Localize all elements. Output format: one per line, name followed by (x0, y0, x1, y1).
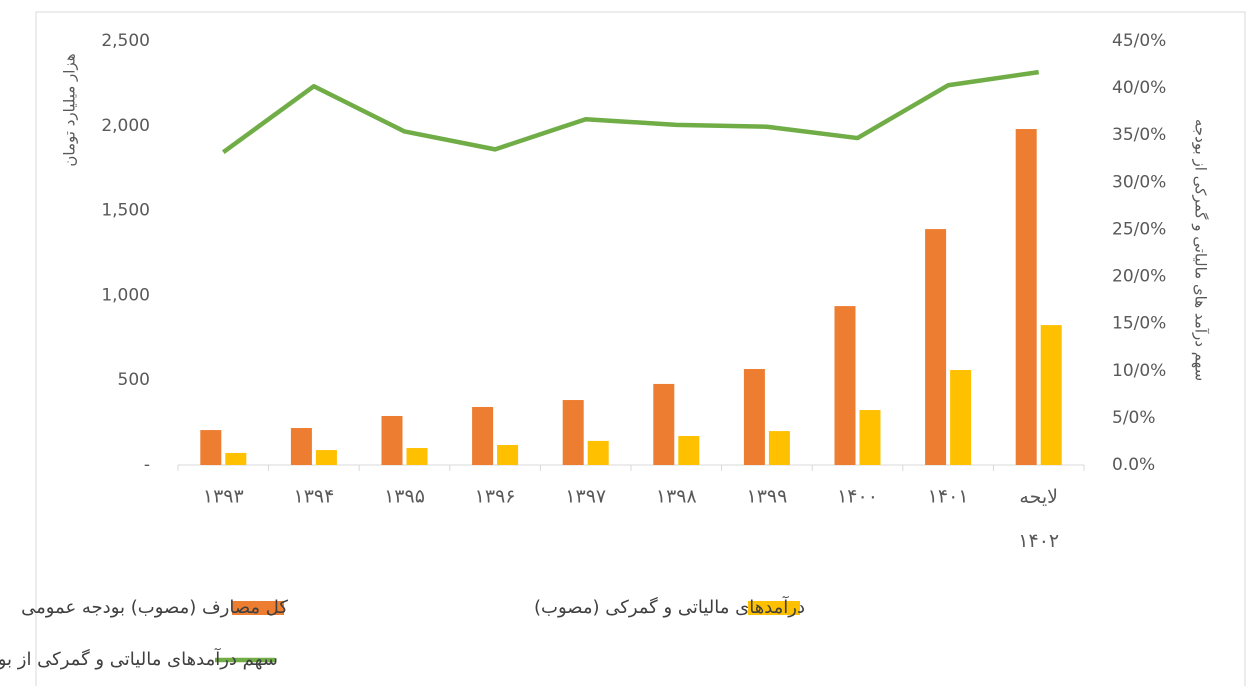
bar (678, 435, 700, 465)
bar (834, 306, 856, 465)
legend-label: سهم درآمدهای مالیاتی و گمرکی از بودجه (0, 647, 278, 670)
y-tick-label: 1,000 (101, 285, 150, 305)
bar (472, 406, 494, 465)
line-series (221, 69, 1040, 155)
bar (743, 369, 765, 465)
y2-tick-label: 0.0% (1112, 455, 1155, 475)
y2-tick-label: 10/0% (1112, 361, 1166, 381)
legend-swatch (232, 601, 284, 615)
bar (1015, 129, 1037, 465)
bar (653, 383, 675, 465)
y-tick-label: 2,000 (101, 116, 150, 136)
y2-tick-label: 40/0% (1112, 78, 1166, 98)
bar (859, 410, 881, 465)
bar (225, 452, 247, 465)
x-tick-label: ۱۳۹۴ (293, 486, 334, 508)
legend-swatch (748, 601, 800, 615)
chart-frame (35, 11, 1246, 686)
x-tick-label: لایحه ۱۴۰۲ (1018, 486, 1059, 552)
legend-label: کل مصارف (مصوب) بودجه عمومی (21, 597, 288, 618)
y2-tick-label: 35/0% (1112, 125, 1166, 145)
bar (381, 415, 403, 465)
y2-tick-label: 45/0% (1112, 31, 1166, 51)
y-tick-label: 2,500 (101, 31, 150, 51)
bar (1040, 325, 1062, 465)
bar (562, 400, 584, 465)
y-tick-label: - (144, 455, 150, 475)
bar (587, 440, 609, 465)
bar (925, 229, 947, 465)
y2-tick-label: 25/0% (1112, 219, 1166, 239)
bar (950, 370, 972, 465)
x-tick-label: ۱۳۹۹ (746, 486, 787, 508)
bar (406, 448, 428, 465)
x-tick-label: ۱۳۹۶ (475, 486, 516, 508)
legend-label: درآمدهای مالیاتی و گمرکی (مصوب) (534, 595, 805, 618)
y-axis-title: هزار میلیارد تومان (61, 53, 79, 166)
bar (200, 430, 222, 465)
y2-tick-label: 15/0% (1112, 314, 1166, 334)
bar (290, 428, 312, 465)
y2-axis-title: سهم درآمد های مالیاتی و گمرکی از بودجه (1192, 119, 1210, 381)
y2-tick-label: 20/0% (1112, 267, 1166, 287)
x-tick-label: ۱۳۹۸ (656, 486, 697, 508)
y-tick-label: 500 (118, 370, 150, 390)
x-tick-label: ۱۳۹۵ (384, 486, 425, 508)
x-tick-label: ۱۴۰۰ (837, 486, 878, 508)
bar (497, 444, 519, 465)
bar (315, 450, 337, 465)
x-tick-label: ۱۴۰۱ (928, 486, 969, 508)
x-tick-label: ۱۳۹۷ (565, 486, 606, 508)
x-tick-label: ۱۳۹۳ (203, 486, 244, 508)
y2-tick-label: 30/0% (1112, 172, 1166, 192)
y2-tick-label: 5/0% (1112, 408, 1156, 428)
bar (768, 431, 790, 465)
y-tick-label: 1,500 (101, 201, 150, 221)
